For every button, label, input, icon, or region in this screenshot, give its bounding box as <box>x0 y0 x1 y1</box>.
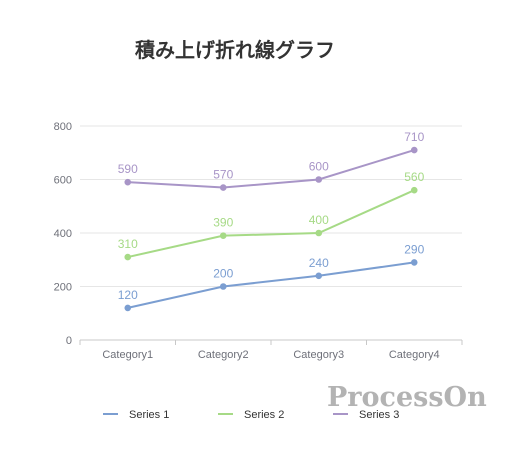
data-label: 710 <box>404 130 424 144</box>
data-point <box>315 176 323 183</box>
data-label: 120 <box>118 288 138 302</box>
data-label: 390 <box>213 216 233 230</box>
data-point <box>124 178 132 186</box>
data-label: 570 <box>213 168 233 182</box>
data-point <box>219 283 227 290</box>
data-label: 600 <box>309 160 329 174</box>
x-tick-label: Category1 <box>102 349 153 361</box>
legend-label: Series 1 <box>129 409 169 421</box>
chart-title: 積み上げ折れ線グラフ <box>135 38 335 62</box>
legend-label: Series 2 <box>244 409 284 421</box>
data-labels: 120 200 240 290 310 390 400 560 590 570 600 710 <box>118 130 425 302</box>
legend-label: Series 3 <box>359 409 399 421</box>
y-tick-label: 0 <box>66 335 72 347</box>
data-point <box>315 229 323 237</box>
data-point <box>410 259 418 266</box>
series-line-3 <box>127 149 415 189</box>
legend-item-3: Series 3 <box>333 409 399 421</box>
y-tick-label: 400 <box>54 228 72 240</box>
data-point <box>124 253 132 261</box>
legend: Series 1 Series 2 Series 3 <box>103 409 399 421</box>
x-tick-label: Category2 <box>198 349 249 361</box>
data-point <box>219 184 227 191</box>
data-label: 310 <box>118 237 138 251</box>
data-label: 200 <box>213 267 233 281</box>
data-point <box>410 186 418 194</box>
data-point <box>124 304 132 312</box>
data-label: 240 <box>309 256 329 270</box>
series-line-2 <box>127 189 415 259</box>
legend-item-2: Series 2 <box>218 409 284 421</box>
data-label: 290 <box>404 242 424 256</box>
grid-lines <box>80 125 462 287</box>
watermark-logo: ProcessOn <box>327 382 487 413</box>
y-tick-label: 600 <box>54 175 72 187</box>
data-label: 560 <box>404 170 424 184</box>
data-point <box>219 232 227 239</box>
x-tick-label: Category4 <box>389 349 440 361</box>
data-label: 400 <box>309 213 329 227</box>
data-point <box>410 146 418 154</box>
data-label: 590 <box>118 162 138 176</box>
y-tick-label: 800 <box>54 121 72 133</box>
data-point <box>315 272 323 280</box>
x-tick-label: Category3 <box>293 349 344 361</box>
axes: 0 200 400 600 800 Category1 Category2 Category3… <box>54 121 463 361</box>
y-tick-label: 200 <box>54 282 72 294</box>
series-lines <box>124 146 418 312</box>
legend-item-1: Series 1 <box>103 409 169 421</box>
series-line-1 <box>127 261 415 309</box>
